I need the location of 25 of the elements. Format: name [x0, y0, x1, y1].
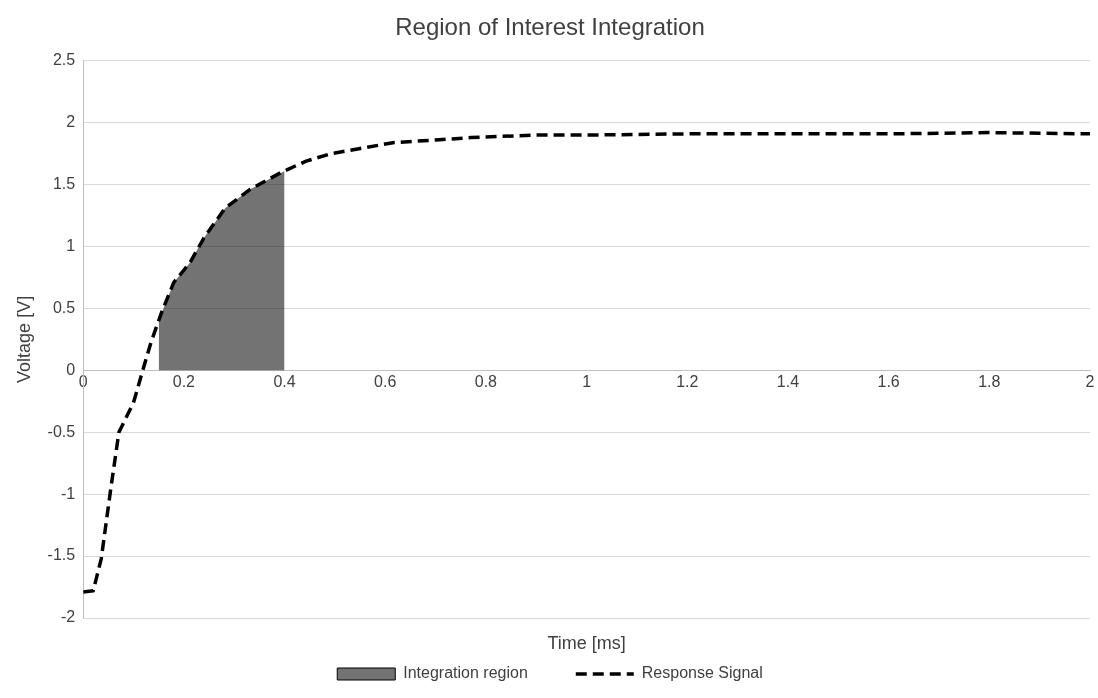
legend-label: Integration region — [403, 664, 528, 682]
y-tick-label: -2 — [60, 608, 76, 626]
y-tick-label: -1.5 — [47, 546, 76, 564]
x-axis-title: Time [ms] — [547, 632, 626, 653]
y-tick-label: 1 — [66, 236, 76, 254]
y-tick-label: 0 — [66, 360, 76, 378]
y-tick-label: 2 — [66, 113, 76, 131]
y-tick-label: 0.5 — [52, 298, 76, 316]
x-tick-label: 1 — [582, 373, 592, 391]
y-axis-title: Voltage [V] — [13, 295, 34, 383]
x-tick-label: 1.2 — [676, 373, 699, 391]
y-tick-label: -1 — [60, 484, 76, 502]
x-tick-label: 1.8 — [978, 373, 1001, 391]
x-tick-label: 0.2 — [172, 373, 196, 391]
y-tick-label: -0.5 — [47, 422, 76, 440]
x-tick-label: 2 — [1085, 373, 1095, 391]
x-tick-label: 0.8 — [474, 373, 498, 391]
chart-title: Region of Interest Integration — [395, 13, 705, 41]
x-tick-label: 1.6 — [877, 373, 900, 391]
y-tick-label: 1.5 — [52, 175, 76, 193]
legend-label: Response Signal — [641, 664, 763, 682]
x-tick-label: 0.6 — [374, 373, 397, 391]
x-tick-label: 0.4 — [273, 373, 296, 391]
y-tick-label: 2.5 — [52, 51, 76, 69]
x-tick-label: 1.4 — [776, 373, 800, 391]
